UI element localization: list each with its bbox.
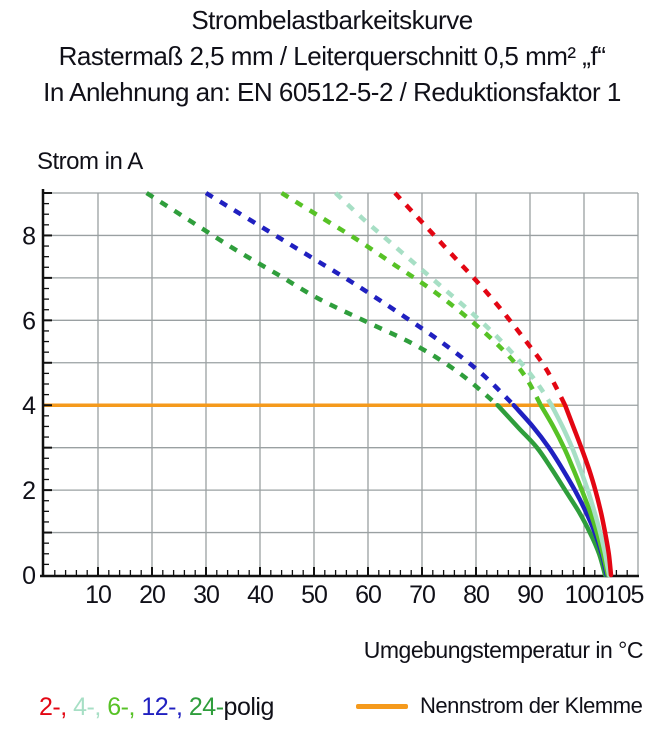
curve-solid-4-polig bbox=[549, 402, 612, 578]
rated-current-line-swatch bbox=[356, 703, 408, 709]
y-tick-label-2: 2 bbox=[22, 477, 35, 505]
chart-title-block: Strombelastbarkeitskurve Rastermaß 2,5 m… bbox=[0, 2, 664, 110]
x-tick-label-50: 50 bbox=[301, 581, 327, 609]
x-tick-label-60: 60 bbox=[355, 581, 381, 609]
chart-title-line-2: Rastermaß 2,5 mm / Leiterquerschnitt 0,5… bbox=[58, 41, 606, 71]
curve-dashed-24-polig bbox=[145, 191, 500, 407]
curve-dashed-4-polig bbox=[334, 191, 554, 407]
y-tick-label-4: 4 bbox=[22, 392, 36, 420]
y-tick-label-8: 8 bbox=[22, 222, 35, 250]
poles-legend-item-3: 12-, bbox=[141, 693, 189, 721]
x-tick-label-100: 100 bbox=[565, 581, 604, 609]
y-tick-label-6: 6 bbox=[22, 307, 35, 335]
x-tick-label-105: 105 bbox=[605, 581, 644, 609]
y-axis-title: Strom in A bbox=[37, 148, 143, 175]
poles-legend-item-2: 6-, bbox=[107, 693, 142, 721]
poles-legend-item-5: polig bbox=[223, 693, 275, 721]
chart-title-line-3: In Anlehnung an: EN 60512-5-2 / Reduktio… bbox=[43, 77, 621, 107]
x-tick-label-30: 30 bbox=[193, 581, 219, 609]
curve-dashed-2-polig bbox=[393, 191, 568, 407]
rated-current-legend: Nennstrom der Klemme bbox=[356, 693, 643, 719]
y-tick-label-0: 0 bbox=[22, 562, 35, 590]
curve-dashed-12-polig bbox=[204, 191, 516, 407]
x-tick-label-20: 20 bbox=[139, 581, 165, 609]
poles-legend-item-1: 4-, bbox=[73, 693, 108, 721]
rated-current-label: Nennstrom der Klemme bbox=[420, 693, 643, 718]
curve-solid-2-polig bbox=[562, 402, 614, 578]
poles-legend-item-4: 24- bbox=[188, 693, 224, 721]
poles-legend-item-0: 2-, bbox=[39, 693, 74, 721]
x-axis-title: Umgebungstemperatur in °C bbox=[363, 637, 644, 663]
chart-title-line-1: Strombelastbarkeitskurve bbox=[191, 5, 473, 35]
curve-solid-6-polig bbox=[538, 402, 611, 578]
curve-dashed-6-polig bbox=[280, 191, 543, 407]
x-tick-label-70: 70 bbox=[409, 581, 435, 609]
x-tick-label-10: 10 bbox=[85, 581, 111, 609]
x-tick-label-90: 90 bbox=[517, 581, 543, 609]
poles-legend: 2-, 4-, 6-, 12-, 24-polig bbox=[39, 693, 274, 722]
x-tick-label-80: 80 bbox=[463, 581, 489, 609]
x-tick-label-40: 40 bbox=[247, 581, 273, 609]
curve-solid-24-polig bbox=[495, 402, 608, 578]
